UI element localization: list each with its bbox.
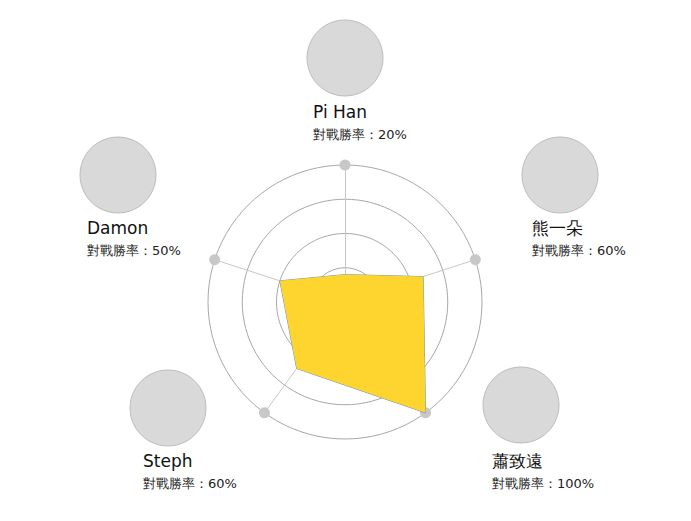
svg-text:Pi Han: Pi Han [313,102,367,122]
svg-text:蕭致遠: 蕭致遠 [492,451,543,471]
svg-text:熊一朵: 熊一朵 [532,218,583,238]
svg-text:對戰勝率：20%: 對戰勝率：20% [313,127,407,142]
svg-text:對戰勝率：50%: 對戰勝率：50% [87,243,181,258]
svg-text:對戰勝率：60%: 對戰勝率：60% [143,476,237,491]
svg-text:對戰勝率：60%: 對戰勝率：60% [532,243,626,258]
svg-text:Damon: Damon [87,218,148,238]
svg-text:Steph: Steph [143,451,192,471]
svg-text:對戰勝率：100%: 對戰勝率：100% [492,476,594,491]
